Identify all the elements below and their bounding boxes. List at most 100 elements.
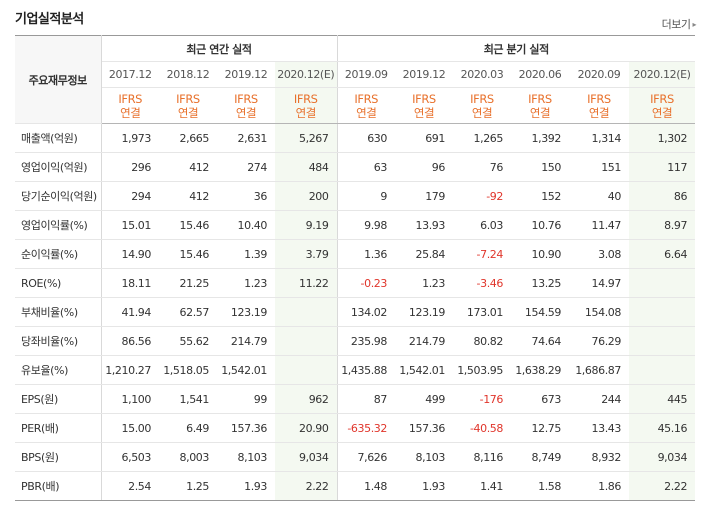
ifrs-badge: IFRS 연결 [275, 87, 338, 124]
value-cell: 1.41 [453, 471, 511, 501]
value-cell: 962 [275, 384, 338, 414]
value-cell: 5,267 [275, 123, 338, 153]
ifrs-label: IFRS [470, 91, 494, 106]
ifrs-badge: IFRS 연결 [453, 87, 511, 124]
consolidated-label: 연결 [235, 105, 257, 120]
value-cell: 1.48 [337, 471, 395, 501]
section-title: 기업실적분석 [15, 12, 84, 27]
row-label: BPS(원) [15, 442, 102, 472]
value-cell: 8,003 [159, 442, 217, 472]
value-cell: 2.22 [629, 471, 696, 501]
value-cell: 412 [159, 152, 217, 182]
value-cell: 484 [275, 152, 338, 182]
value-cell: 1,392 [511, 123, 569, 153]
value-cell: 10.40 [217, 210, 275, 240]
value-cell: 36 [217, 181, 275, 211]
value-cell: 1.23 [395, 268, 453, 298]
chevron-right-icon: ▸ [692, 20, 696, 29]
value-cell: 6.49 [159, 413, 217, 443]
value-cell: 80.82 [453, 326, 511, 356]
consolidated-label: 연결 [529, 105, 551, 120]
ifrs-badge: IFRS 연결 [511, 87, 569, 124]
value-cell: -40.58 [453, 413, 511, 443]
value-cell: 86.56 [101, 326, 159, 356]
table-row: 매출액(억원) 1,973 2,665 2,631 5,267 630 691 1,265 1,… [15, 123, 696, 153]
period-header: 2019.09 [337, 61, 395, 88]
row-label: 당좌비율(%) [15, 326, 102, 356]
value-cell: 1,518.05 [159, 355, 217, 385]
value-cell: 154.08 [569, 297, 629, 327]
value-cell: 1.36 [337, 239, 395, 269]
value-cell: 1.58 [511, 471, 569, 501]
value-cell: 2.22 [275, 471, 338, 501]
row-label-header: 주요재무정보 [15, 35, 102, 124]
value-cell: 200 [275, 181, 338, 211]
more-label: 더보기 [661, 18, 691, 31]
row-label: EPS(원) [15, 384, 102, 414]
value-cell: 74.64 [511, 326, 569, 356]
table-row: PER(배) 15.00 6.49 157.36 20.90 -635.32 157.36-… [15, 413, 696, 443]
value-cell [629, 297, 696, 327]
value-cell: 214.79 [217, 326, 275, 356]
financial-table: 주요재무정보 최근 연간 실적 최근 분기 실적 2017.12 2018.12 2… [15, 35, 696, 501]
value-cell: 11.47 [569, 210, 629, 240]
value-cell: 6.03 [453, 210, 511, 240]
row-label: PBR(배) [15, 471, 102, 501]
value-cell: 1,973 [101, 123, 159, 153]
value-cell: 6.64 [629, 239, 696, 269]
table-row: 부채비율(%) 41.94 62.57 123.19 134.02 123.19 173.0… [15, 297, 696, 327]
row-label: 영업이익(억원) [15, 152, 102, 182]
value-cell: 1,503.95 [453, 355, 511, 385]
ifrs-badge: IFRS 연결 [101, 87, 159, 124]
value-cell [629, 355, 696, 385]
value-cell: 18.11 [101, 268, 159, 298]
period-header: 2020.06 [511, 61, 569, 88]
value-cell: 412 [159, 181, 217, 211]
ifrs-label: IFRS [293, 91, 318, 106]
period-header: 2017.12 [101, 61, 159, 88]
value-cell: 62.57 [159, 297, 217, 327]
table-row: 순이익률(%) 14.90 15.46 1.39 3.79 1.36 25.84 -7.24 1… [15, 239, 696, 269]
value-cell: 151 [569, 152, 629, 182]
value-cell: 1,686.87 [569, 355, 629, 385]
value-cell: 15.01 [101, 210, 159, 240]
period-header: 2020.03 [453, 61, 511, 88]
value-cell: 55.62 [159, 326, 217, 356]
value-cell: 117 [629, 152, 696, 182]
value-cell: 3.79 [275, 239, 338, 269]
row-label: 유보율(%) [15, 355, 102, 385]
value-cell: 14.97 [569, 268, 629, 298]
value-cell: 8.97 [629, 210, 696, 240]
ifrs-label: IFRS [528, 91, 552, 106]
ifrs-badge: IFRS 연결 [629, 87, 696, 124]
value-cell: 1.39 [217, 239, 275, 269]
more-link[interactable]: 더보기 ▸ [661, 16, 697, 32]
value-cell: 12.75 [511, 413, 569, 443]
row-label: 부채비율(%) [15, 297, 102, 327]
value-cell: 9.19 [275, 210, 338, 240]
value-cell: 15.46 [159, 239, 217, 269]
period-header: 2018.12 [159, 61, 217, 88]
ifrs-badge: IFRS 연결 [159, 87, 217, 124]
value-cell: 1,435.88 [337, 355, 395, 385]
consolidated-label: 연결 [651, 105, 673, 120]
value-cell: 13.43 [569, 413, 629, 443]
value-cell: -176 [453, 384, 511, 414]
consolidated-label: 연결 [588, 105, 610, 120]
value-cell: 9,034 [275, 442, 338, 472]
value-cell [275, 326, 338, 356]
value-cell: 1.25 [159, 471, 217, 501]
table-row: 당기순이익(억원) 294 412 36 200 9 179 -92 152 40 86 [15, 181, 696, 211]
value-cell: 8,103 [395, 442, 453, 472]
consolidated-label: 연결 [120, 105, 141, 120]
ifrs-label: IFRS [176, 91, 200, 106]
annual-group-header: 최근 연간 실적 [101, 35, 338, 62]
ifrs-label: IFRS [587, 91, 611, 106]
value-cell: 8,116 [453, 442, 511, 472]
table-row: 유보율(%) 1,210.27 1,518.05 1,542.01 1,435.88 1,… [15, 355, 696, 385]
value-cell: 96 [395, 152, 453, 182]
ifrs-label: IFRS [234, 91, 258, 106]
row-label: 순이익률(%) [15, 239, 102, 269]
row-label: PER(배) [15, 413, 102, 443]
table-row: PBR(배) 2.54 1.25 1.93 2.22 1.48 1.93 1.41 1.58 1.… [15, 471, 696, 501]
